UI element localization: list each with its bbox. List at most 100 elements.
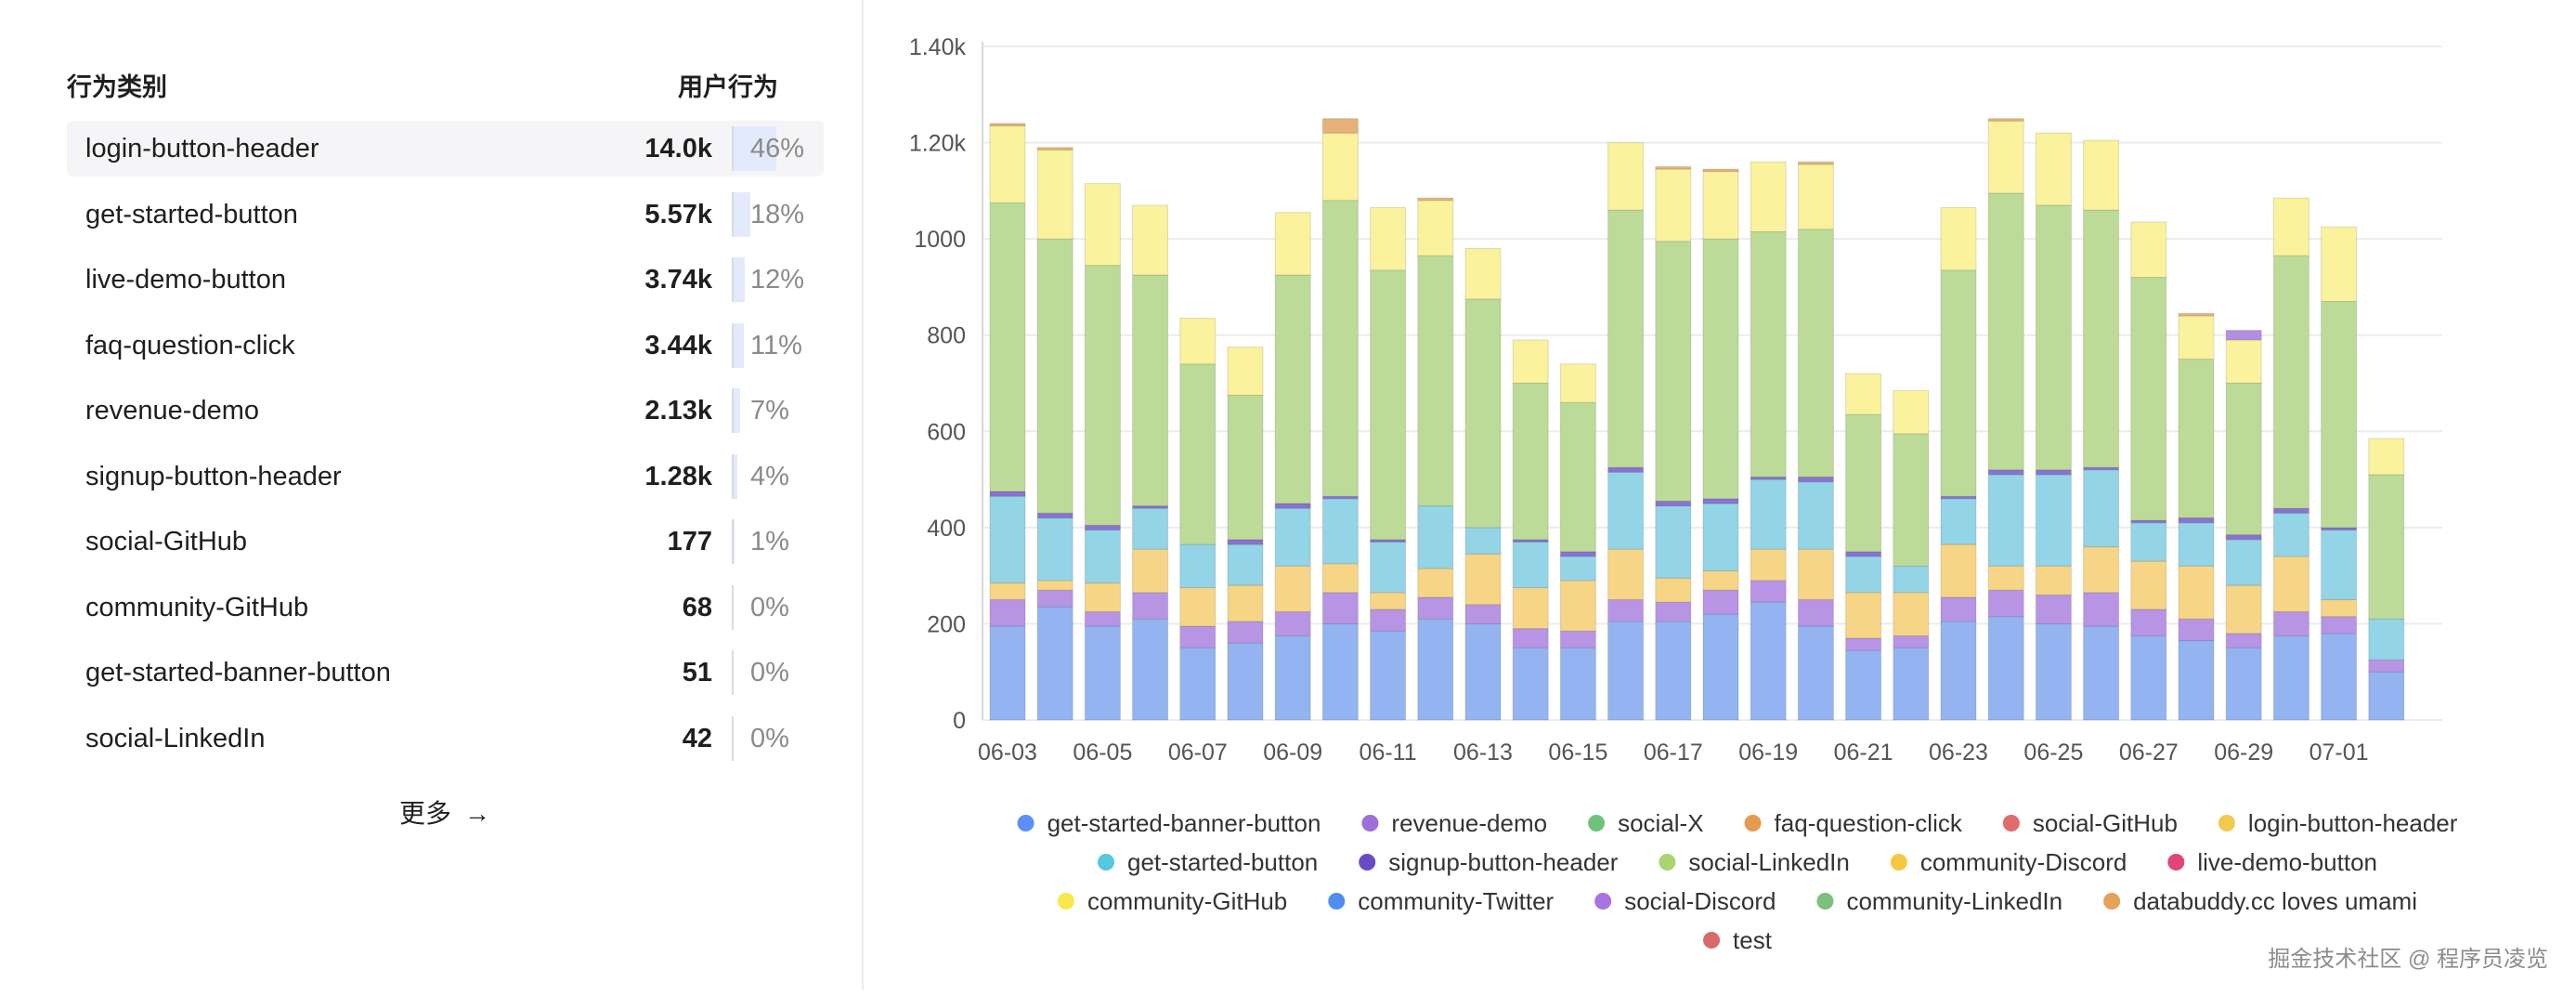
bar-segment[interactable] (1655, 168, 1692, 242)
bar-segment[interactable] (1464, 622, 1502, 721)
bar-segment[interactable] (989, 202, 1026, 492)
bar-segment[interactable] (1464, 527, 1502, 555)
bar-segment[interactable] (1179, 625, 1216, 648)
bar-segment[interactable] (1750, 230, 1787, 478)
bar-segment[interactable] (2178, 359, 2215, 518)
bar-segment[interactable] (1370, 269, 1407, 541)
bar-segment[interactable] (1036, 580, 1073, 591)
bar-segment[interactable] (1370, 630, 1407, 721)
bar-segment[interactable] (1036, 149, 1073, 240)
bar-segment[interactable] (1179, 587, 1216, 627)
bar-segment[interactable] (1750, 580, 1787, 603)
bar-segment[interactable] (2083, 469, 2120, 548)
bar-segment[interactable] (1702, 171, 1739, 240)
bar-segment[interactable] (2130, 635, 2167, 721)
bar-segment[interactable] (1036, 512, 1073, 518)
bar-segment[interactable] (1797, 476, 1834, 483)
legend-item[interactable]: social-X (1618, 809, 1703, 837)
bar-segment[interactable] (2178, 522, 2215, 567)
bar-segment[interactable] (1274, 610, 1311, 636)
bar-segment[interactable] (1179, 363, 1216, 545)
bar-segment[interactable] (1987, 192, 2024, 471)
bar-segment[interactable] (1655, 601, 1692, 622)
bar-segment[interactable] (1702, 498, 1739, 504)
bar-segment[interactable] (1750, 601, 1787, 721)
bar-segment[interactable] (2321, 529, 2358, 601)
bar-segment[interactable] (1655, 577, 1692, 603)
bar-segment[interactable] (1084, 582, 1121, 612)
bar-segment[interactable] (1227, 584, 1264, 622)
bar-segment[interactable] (1321, 200, 1359, 497)
bar-segment[interactable] (1559, 363, 1596, 403)
bar-segment[interactable] (1370, 206, 1407, 271)
bar-segment[interactable] (1512, 628, 1549, 648)
bar-segment[interactable] (1940, 498, 1977, 545)
bar-segment[interactable] (1845, 373, 1882, 415)
bar-segment[interactable] (1179, 647, 1216, 721)
bar-segment[interactable] (1370, 609, 1407, 632)
legend-item[interactable]: databuddy.cc loves umami (2133, 887, 2417, 915)
table-row[interactable]: social-GitHub 177 1% (67, 514, 824, 570)
bar-segment[interactable] (2225, 383, 2262, 536)
bar-segment[interactable] (2272, 197, 2309, 256)
bar-segment[interactable] (2083, 625, 2120, 721)
bar-segment[interactable] (1321, 622, 1359, 721)
legend-item[interactable]: community-Twitter (1358, 887, 1554, 915)
table-row[interactable]: signup-button-header 1.28k 4% (67, 449, 824, 504)
bar-segment[interactable] (2083, 209, 2120, 468)
legend-item[interactable]: get-started-banner-button (1047, 809, 1321, 837)
bar-segment[interactable] (1797, 481, 1834, 550)
bar-segment[interactable] (2225, 647, 2262, 721)
bar-segment[interactable] (2083, 546, 2120, 594)
bar-segment[interactable] (1702, 168, 1739, 173)
bar-segment[interactable] (2178, 315, 2215, 360)
bar-segment[interactable] (2035, 594, 2072, 624)
bar-segment[interactable] (1987, 616, 2024, 721)
bar-segment[interactable] (2272, 512, 2309, 557)
bar-segment[interactable] (989, 124, 1026, 203)
bar-segment[interactable] (1132, 548, 1169, 594)
bar-segment[interactable] (2321, 633, 2358, 721)
bar-segment[interactable] (1655, 621, 1692, 721)
bar-segment[interactable] (2368, 659, 2405, 673)
bar-segment[interactable] (2130, 560, 2167, 610)
bar-segment[interactable] (1274, 507, 1311, 567)
bar-segment[interactable] (1607, 621, 1645, 721)
bar-segment[interactable] (1893, 565, 1930, 594)
bar-segment[interactable] (2130, 221, 2167, 279)
bar-segment[interactable] (2272, 610, 2309, 636)
bar-segment[interactable] (2035, 469, 2072, 476)
bar-segment[interactable] (1655, 241, 1692, 502)
legend-item[interactable]: social-GitHub (2033, 809, 2178, 837)
bar-segment[interactable] (1321, 563, 1359, 594)
bar-segment[interactable] (1893, 433, 1930, 567)
bar-segment[interactable] (1797, 599, 1834, 627)
bar-segment[interactable] (1655, 500, 1692, 507)
bar-segment[interactable] (2178, 517, 2215, 524)
bar-segment[interactable] (1940, 543, 1977, 598)
bar-segment[interactable] (2272, 635, 2309, 721)
bar-segment[interactable] (2035, 622, 2072, 721)
bar-segment[interactable] (1940, 596, 1977, 622)
bar-segment[interactable] (1797, 229, 1834, 478)
bar-segment[interactable] (1417, 255, 1454, 507)
bar-segment[interactable] (989, 599, 1026, 627)
bar-segment[interactable] (2035, 565, 2072, 596)
bar-segment[interactable] (1084, 183, 1121, 267)
bar-segment[interactable] (1987, 118, 2024, 122)
bar-segment[interactable] (1987, 469, 2024, 476)
bar-segment[interactable] (2130, 277, 2167, 521)
legend-item[interactable]: social-LinkedIn (1688, 848, 1849, 876)
legend-item[interactable]: test (1733, 926, 1773, 954)
table-row[interactable]: faq-question-click 3.44k 11% (67, 318, 824, 373)
bar-segment[interactable] (1607, 142, 1645, 211)
bar-segment[interactable] (1845, 551, 1882, 557)
bar-segment[interactable] (2035, 204, 2072, 471)
bar-segment[interactable] (1607, 599, 1645, 622)
bar-segment[interactable] (1940, 269, 1977, 497)
bar-segment[interactable] (1132, 204, 1169, 276)
bar-segment[interactable] (2368, 671, 2405, 721)
bar-segment[interactable] (1512, 339, 1549, 384)
bar-segment[interactable] (2321, 599, 2358, 618)
legend-item[interactable]: social-Discord (1624, 887, 1776, 915)
